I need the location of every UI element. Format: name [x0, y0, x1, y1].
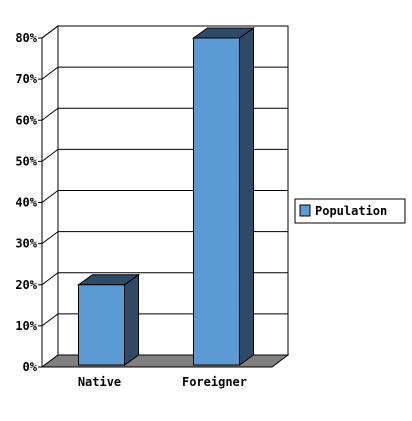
y-tick-label: 40%	[15, 196, 37, 210]
bar-native	[79, 275, 139, 365]
y-tick-label: 10%	[15, 319, 37, 333]
y-axis: 0% 10% 20% 30% 40% 50% 60% 70% 80%	[15, 31, 42, 374]
y-tick-label: 0%	[23, 360, 38, 374]
bar-front	[79, 285, 125, 365]
x-tick-label: Native	[78, 375, 121, 389]
bar-front	[194, 38, 240, 365]
legend: Population	[295, 199, 405, 223]
y-tick-label: 70%	[15, 72, 37, 86]
y-tick-label: 80%	[15, 31, 37, 45]
y-tick-label: 20%	[15, 278, 37, 292]
y-tick-label: 60%	[15, 113, 37, 127]
x-tick-label: Foreigner	[182, 375, 247, 389]
x-axis: Native Foreigner	[78, 375, 247, 389]
legend-label: Population	[315, 204, 387, 218]
bar-foreigner	[194, 28, 254, 365]
y-tick-label: 50%	[15, 154, 37, 168]
bar-side	[240, 28, 254, 365]
y-tick-label: 30%	[15, 237, 37, 251]
legend-swatch	[300, 205, 310, 216]
bar-side	[125, 275, 139, 365]
